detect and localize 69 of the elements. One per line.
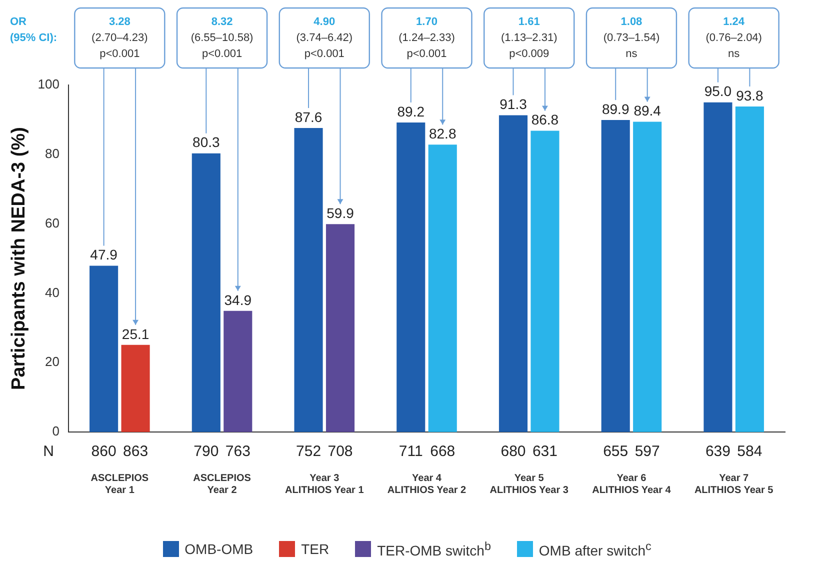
text: 790 bbox=[194, 443, 219, 460]
data-label: 93.8 bbox=[736, 87, 764, 104]
y-tick-label: 20 bbox=[45, 354, 60, 370]
y-axis-title: Participants with NEDA-3 (%) bbox=[8, 127, 30, 390]
text: 8.32 (6.55–10.58) p<0.001 bbox=[190, 16, 254, 60]
y-tick-label: 80 bbox=[45, 146, 60, 161]
data-label: 89.4 bbox=[634, 102, 662, 119]
bar bbox=[633, 122, 662, 432]
text: 752 bbox=[296, 443, 322, 460]
bar bbox=[224, 310, 252, 432]
text: 597 bbox=[634, 443, 660, 460]
data-label: 87.6 bbox=[294, 108, 322, 125]
bar bbox=[704, 102, 732, 432]
bar bbox=[601, 120, 630, 432]
legend-label: TER-OMB switch$^{b}$ bbox=[377, 540, 491, 559]
bar bbox=[735, 106, 764, 432]
x-tick-label: Year 5 ALITHIOS Year 3 bbox=[490, 472, 569, 496]
text: 863 bbox=[123, 443, 148, 460]
bar bbox=[121, 344, 150, 432]
text: 763 bbox=[225, 443, 250, 460]
x-tick-label: Year 4 ALITHIOS Year 2 bbox=[387, 472, 467, 496]
data-label: 89.2 bbox=[397, 103, 425, 120]
legend-label: OMB-OMB bbox=[184, 541, 254, 558]
text: 4.90 (3.74–6.42) p<0.001 bbox=[296, 16, 353, 60]
data-label: 25.1 bbox=[122, 326, 150, 342]
bar bbox=[192, 153, 220, 432]
bar bbox=[428, 144, 457, 432]
text: 655 bbox=[603, 443, 628, 460]
text: 3.28 (2.70–4.23) p<0.001 bbox=[92, 16, 148, 60]
text: 860 bbox=[91, 443, 116, 460]
data-label: 95.0 bbox=[704, 83, 732, 100]
text: 1.24 (0.76–2.04) ns bbox=[706, 16, 762, 60]
x-tick-label: Year 7 ALITHIOS Year 5 bbox=[694, 472, 774, 496]
data-label: 47.9 bbox=[90, 246, 118, 263]
data-label: 34.9 bbox=[224, 292, 252, 308]
y-tick-label: 60 bbox=[45, 215, 60, 230]
data-label: 80.3 bbox=[192, 134, 220, 150]
text: 584 bbox=[737, 443, 762, 460]
text: 708 bbox=[328, 443, 353, 460]
text: 711 bbox=[398, 443, 423, 460]
data-label: 59.9 bbox=[326, 205, 354, 222]
bar bbox=[530, 130, 560, 432]
bar bbox=[326, 224, 355, 432]
legend-label: OMB after switch$^{c}$ bbox=[538, 540, 652, 559]
text: 1.08 (0.73–1.54) ns bbox=[603, 16, 660, 60]
x-tick-label: Year 3 ALITHIOS Year 1 bbox=[285, 472, 364, 496]
x-tick-label: ASCLEPIOS Year 1 bbox=[90, 472, 149, 496]
text: 639 bbox=[705, 443, 730, 460]
bar bbox=[294, 128, 323, 432]
data-label: 86.8 bbox=[531, 112, 559, 128]
y-tick-label: 0 bbox=[52, 424, 60, 439]
data-label: 89.9 bbox=[602, 100, 630, 117]
bar bbox=[90, 266, 118, 432]
bar bbox=[498, 115, 528, 432]
y-tick-label: 100 bbox=[38, 76, 60, 92]
bar bbox=[396, 122, 426, 432]
x-tick-label: ASCLEPIOS Year 2 bbox=[193, 472, 252, 496]
text: 1.61 (1.13–2.31) p<0.009 bbox=[500, 16, 558, 60]
text: 680 bbox=[500, 443, 526, 460]
data-label: 82.8 bbox=[428, 126, 456, 142]
text: 668 bbox=[430, 443, 456, 460]
data-label: 91.3 bbox=[500, 96, 528, 112]
text: 631 bbox=[532, 443, 558, 460]
text: OR (95% CI): bbox=[10, 16, 58, 44]
y-tick-label: 40 bbox=[45, 284, 60, 300]
legend-label: TER bbox=[301, 541, 330, 558]
text: 1.70 (1.24–2.33) p<0.001 bbox=[398, 16, 455, 60]
x-tick-label: Year 6 ALITHIOS Year 4 bbox=[592, 472, 672, 496]
text: N bbox=[43, 443, 54, 460]
